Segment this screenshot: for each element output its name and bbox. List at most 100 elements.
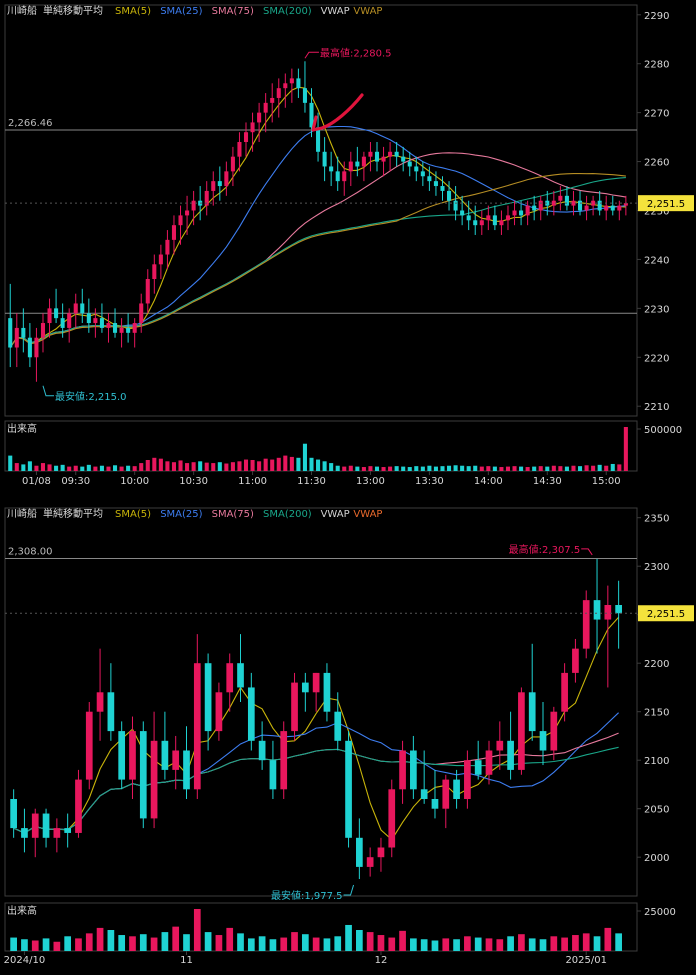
volume-bar (139, 934, 147, 951)
candle-body (420, 789, 428, 799)
volume-bar (217, 462, 222, 471)
volume-bar (165, 461, 170, 471)
candle-body (447, 190, 452, 201)
candle (356, 818, 363, 880)
legend-item: SMA(5) (115, 6, 151, 17)
current-price-tag (638, 195, 694, 212)
candle-body (269, 760, 277, 790)
volume-bar (119, 466, 124, 471)
volume-bar (158, 458, 163, 471)
volume-bar (366, 932, 374, 951)
volume-bar (54, 465, 59, 471)
candle-body (335, 171, 340, 182)
candle (269, 740, 277, 799)
candle-body (40, 323, 46, 338)
y-tick-label: 2270 (644, 109, 669, 120)
x-tick-label: 10:00 (120, 476, 149, 487)
volume-bar (283, 455, 288, 471)
candle (217, 166, 222, 201)
candle-body (532, 205, 537, 211)
candle-body (165, 239, 170, 255)
candle-body (53, 828, 61, 838)
y-tick-label: 2000 (644, 853, 669, 864)
candle (86, 298, 91, 333)
y-tick-label: 2300 (644, 562, 669, 573)
volume-bar (361, 467, 366, 471)
candle (247, 672, 255, 751)
volume-bar (610, 463, 615, 471)
candle (129, 716, 136, 799)
daily-chart: 200020502100215022002250230023502,308.00… (4, 507, 694, 966)
candle-body (604, 605, 612, 620)
candle (283, 73, 288, 108)
candle-body (407, 161, 412, 167)
candle (394, 142, 399, 167)
x-tick-label: 13:30 (415, 476, 444, 487)
volume-bar (301, 934, 309, 951)
candle (53, 818, 61, 853)
volume-bar (512, 466, 517, 471)
volume-bar (243, 459, 249, 471)
y-tick-label: 2280 (644, 60, 669, 71)
high-price-annotation: 最高値:2,307.5 (509, 543, 581, 556)
candle (486, 205, 491, 231)
candle-body (564, 195, 569, 206)
volume-bar (323, 938, 331, 951)
candle (518, 687, 525, 775)
candle-body (399, 750, 406, 790)
volume-bar (377, 935, 385, 951)
volume-bar (464, 936, 471, 951)
candle-body (361, 156, 366, 167)
candle (545, 190, 550, 216)
volume-bar (453, 465, 458, 471)
volume-bar (316, 459, 321, 471)
candle-body (322, 151, 327, 167)
candle-body (119, 327, 124, 333)
volume-bar (538, 466, 543, 471)
candle (31, 808, 39, 858)
volume-panel-frame (4, 902, 638, 952)
candle-body (226, 663, 234, 693)
candle-body (334, 711, 342, 741)
candle-body (572, 648, 579, 673)
candle-body (551, 200, 556, 206)
candle (561, 663, 568, 722)
candle-body (67, 313, 72, 328)
volume-bar (40, 463, 46, 471)
candle-body (355, 161, 360, 167)
sma25-line (13, 712, 619, 834)
volume-bar (178, 460, 183, 471)
legend-item: SMA(5) (115, 509, 151, 520)
volume-bar (270, 459, 275, 471)
y-tick-label: 2210 (644, 402, 669, 413)
y-tick-label: 2150 (644, 708, 669, 719)
candle (431, 769, 439, 819)
volume-bar (374, 466, 380, 471)
candle-body (577, 200, 583, 211)
candle (388, 779, 396, 858)
volume-bar (507, 936, 514, 951)
candle (507, 711, 514, 780)
candle-body (301, 682, 309, 693)
volume-bar (604, 465, 609, 471)
candle-body (381, 156, 386, 162)
volume-bar (42, 938, 50, 951)
candle-body (224, 171, 229, 187)
candle-body (591, 200, 596, 206)
volume-bar (118, 935, 126, 951)
volume-bar (518, 934, 525, 951)
volume-bar (112, 465, 118, 471)
candle-body (356, 837, 363, 867)
candle (410, 735, 417, 799)
candle-body (604, 205, 609, 211)
volume-bar (420, 466, 425, 471)
volume-bar (356, 930, 363, 951)
volume-bar (215, 935, 223, 951)
volume-bar (427, 465, 432, 471)
candle-body (558, 195, 563, 201)
candle-body (453, 200, 458, 211)
candle (296, 68, 301, 98)
volume-bar (401, 466, 406, 471)
candle-body (401, 156, 406, 162)
